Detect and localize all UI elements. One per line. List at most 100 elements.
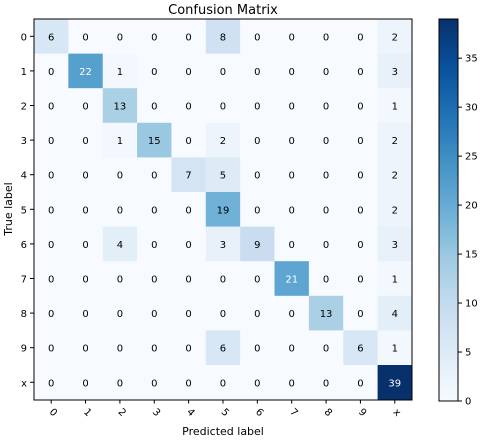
heatmap-cell [205, 365, 241, 400]
heatmap-cell [240, 365, 275, 400]
heatmap-cell [137, 192, 172, 227]
cell-value-label: 0 [82, 344, 88, 355]
y-tick-label: 6 [21, 240, 27, 251]
heatmap-cell [34, 261, 69, 297]
cell-value-label: 0 [357, 67, 363, 78]
cell-value-label: 0 [48, 240, 54, 251]
heatmap-cell [137, 330, 172, 366]
cell-value-label: 0 [185, 136, 191, 147]
cell-value-label: 0 [48, 136, 54, 147]
cell-value-label: 22 [79, 67, 92, 78]
x-axis-label: Predicted label [182, 425, 264, 438]
x-tick-label: 5 [219, 407, 231, 419]
heatmap-cell [274, 122, 310, 158]
heatmap-cell [68, 157, 104, 193]
heatmap-cell [308, 226, 344, 262]
heatmap-cell [171, 192, 207, 227]
cell-value-label: 0 [357, 32, 363, 43]
heatmap-cell [377, 295, 413, 331]
heatmap-cell [68, 261, 104, 297]
cell-value-label: 2 [392, 32, 398, 43]
cell-value-label: 0 [323, 171, 329, 182]
x-tick-label: 0 [47, 407, 59, 419]
cell-value-label: 0 [48, 309, 54, 320]
heatmap-cell [171, 157, 207, 193]
cell-value-label: 0 [82, 378, 88, 389]
cell-value-label: 0 [323, 378, 329, 389]
cell-value-label: 0 [185, 344, 191, 355]
cell-value-label: 0 [82, 32, 88, 43]
cell-value-label: 0 [48, 275, 54, 286]
cell-value-label: 0 [323, 136, 329, 147]
heatmap-cell [205, 261, 241, 297]
cell-value-label: 0 [254, 67, 260, 78]
heatmap-cell [240, 226, 275, 262]
cell-value-label: 0 [289, 205, 295, 216]
heatmap-cell [171, 226, 207, 262]
cell-value-label: 6 [48, 32, 54, 43]
cell-value-label: 0 [151, 205, 157, 216]
heatmap-cell [102, 330, 138, 366]
heatmap-cell [274, 226, 310, 262]
cell-value-label: 0 [185, 309, 191, 320]
heatmap-cell-labels: 6 0 0 0 0 8 0 0 0 0 20 22 1 0 0 0 0 0 0 0 30 0 13 0 0 0 0 0 0 0 10 0 1 15… [48, 32, 401, 389]
heatmap-cell [34, 295, 69, 331]
heatmap-cell [137, 157, 172, 193]
cell-value-label: 8 [220, 32, 226, 43]
heatmap-cell [308, 365, 344, 400]
heatmap-cell [68, 53, 104, 89]
heatmap-cell [205, 157, 241, 193]
colorbar-ticks: 0 5 10 15 20 25 30 35 [458, 54, 478, 408]
colorbar-tick-label: 5 [465, 348, 471, 359]
cell-value-label: 13 [320, 309, 333, 320]
heatmap-cell [308, 192, 344, 227]
cell-value-label: 0 [254, 344, 260, 355]
chart-title: Confusion Matrix [168, 3, 278, 18]
cell-value-label: 0 [357, 240, 363, 251]
cell-value-label: 0 [289, 240, 295, 251]
cell-value-label: 0 [254, 205, 260, 216]
cell-value-label: 0 [357, 205, 363, 216]
heatmap-cell [205, 88, 241, 124]
cell-value-label: 0 [151, 275, 157, 286]
heatmap-cell [274, 157, 310, 193]
heatmap-cell [205, 19, 241, 54]
heatmap-cells [34, 19, 413, 400]
heatmap-cell [377, 330, 413, 366]
cell-value-label: 0 [82, 102, 88, 113]
cell-value-label: 0 [117, 378, 123, 389]
heatmap-cell [343, 53, 378, 89]
cell-value-label: 1 [392, 344, 398, 355]
heatmap-cell [343, 88, 378, 124]
cell-value-label: 0 [117, 275, 123, 286]
heatmap-cell [102, 122, 138, 158]
heatmap-cell [240, 295, 275, 331]
x-tick-label: 1 [81, 407, 93, 419]
heatmap-cell [205, 122, 241, 158]
heatmap-cell [308, 330, 344, 366]
cell-value-label: 0 [323, 32, 329, 43]
cell-value-label: 0 [220, 275, 226, 286]
cell-value-label: 0 [357, 171, 363, 182]
cell-value-label: 7 [185, 171, 191, 182]
heatmap-cell [343, 192, 378, 227]
y-tick-label: 4 [21, 171, 27, 182]
cell-value-label: 3 [392, 67, 398, 78]
heatmap-cell [274, 88, 310, 124]
heatmap-cell [137, 226, 172, 262]
cell-value-label: 0 [82, 136, 88, 147]
cell-value-label: 0 [323, 67, 329, 78]
y-tick-label: 0 [21, 32, 27, 43]
heatmap-cell [377, 157, 413, 193]
colorbar-tick-label: 15 [465, 250, 478, 261]
heatmap-cell [343, 226, 378, 262]
y-tick-label: 2 [21, 102, 27, 113]
cell-value-label: 0 [82, 171, 88, 182]
heatmap-cell [171, 88, 207, 124]
cell-value-label: 0 [254, 275, 260, 286]
y-tick-label: 3 [21, 136, 27, 147]
cell-value-label: 0 [82, 275, 88, 286]
cell-value-label: 0 [323, 240, 329, 251]
cell-value-label: 0 [357, 275, 363, 286]
